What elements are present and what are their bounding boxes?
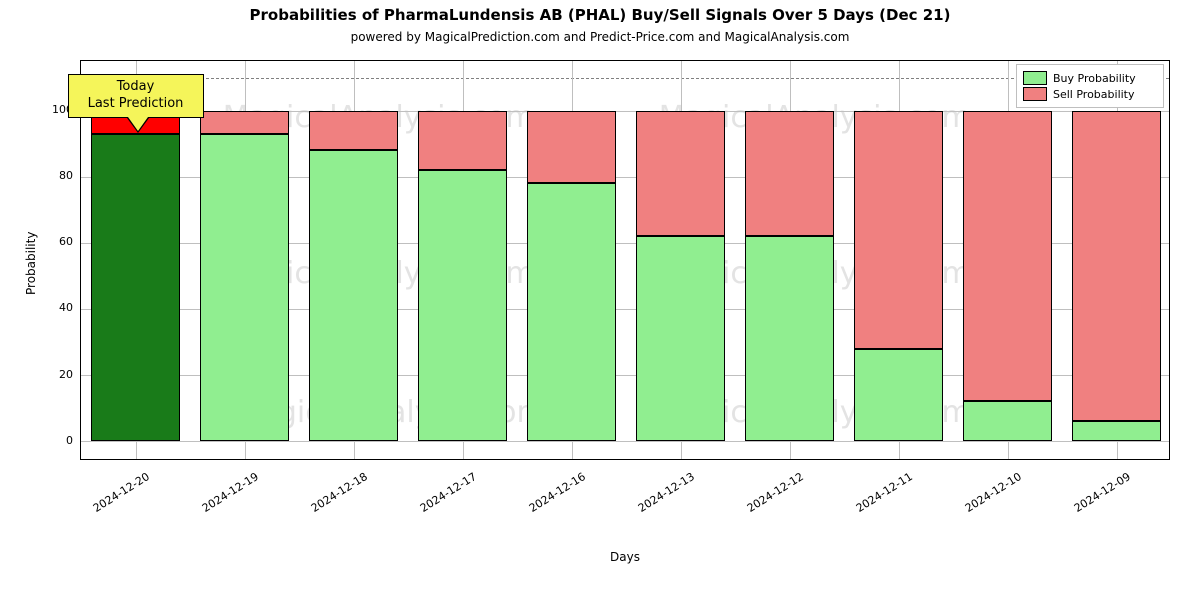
x-tick-label: 2024-12-13 xyxy=(617,470,696,526)
y-axis-label: Probability xyxy=(24,275,38,295)
x-tick-label: 2024-12-11 xyxy=(835,470,914,526)
y-tick-label: 80 xyxy=(35,169,73,182)
legend-swatch xyxy=(1023,71,1047,85)
bar-sell xyxy=(200,111,289,134)
chart-subtitle: powered by MagicalPrediction.com and Pre… xyxy=(0,30,1200,44)
bar-buy xyxy=(309,150,398,441)
bar-sell xyxy=(854,111,943,349)
x-axis-label: Days xyxy=(80,550,1170,564)
legend-label: Buy Probability xyxy=(1053,72,1136,85)
plot-area: MagicalAnalysis.comMagicalAnalysis.comMa… xyxy=(80,60,1170,460)
bar-sell xyxy=(1072,111,1161,422)
bar-sell xyxy=(963,111,1052,402)
bar-buy xyxy=(418,170,507,441)
x-tick-label: 2024-12-16 xyxy=(508,470,587,526)
bar-buy xyxy=(527,183,616,441)
bar-sell xyxy=(309,111,398,151)
chart-title: Probabilities of PharmaLundensis AB (PHA… xyxy=(0,6,1200,24)
chart-container: Probabilities of PharmaLundensis AB (PHA… xyxy=(0,0,1200,600)
bar-buy xyxy=(200,134,289,441)
bar-buy xyxy=(91,134,180,441)
x-tick-label: 2024-12-12 xyxy=(726,470,805,526)
y-tick-label: 40 xyxy=(35,301,73,314)
x-tick-label: 2024-12-09 xyxy=(1053,470,1132,526)
tooltip-line1: Today xyxy=(117,79,155,95)
y-tick-label: 60 xyxy=(35,235,73,248)
legend-label: Sell Probability xyxy=(1053,88,1135,101)
legend-swatch xyxy=(1023,87,1047,101)
x-tick-label: 2024-12-17 xyxy=(399,470,478,526)
y-tick-label: 0 xyxy=(35,434,73,447)
bar-buy xyxy=(745,236,834,441)
x-tick-label: 2024-12-20 xyxy=(72,470,151,526)
legend-item: Buy Probability xyxy=(1023,71,1157,85)
x-tick-label: 2024-12-19 xyxy=(181,470,260,526)
bar-buy xyxy=(854,349,943,442)
legend-item: Sell Probability xyxy=(1023,87,1157,101)
tooltip-line2: Last Prediction xyxy=(88,96,184,112)
y-tick-label: 20 xyxy=(35,368,73,381)
bar-sell xyxy=(527,111,616,184)
today-tooltip: TodayLast Prediction xyxy=(68,74,204,118)
legend: Buy Probability Sell Probability xyxy=(1016,64,1164,108)
bar-sell xyxy=(745,111,834,237)
bar-buy xyxy=(963,401,1052,441)
bar-sell xyxy=(418,111,507,171)
x-tick-label: 2024-12-18 xyxy=(290,470,369,526)
bar-buy xyxy=(1072,421,1161,441)
bar-buy xyxy=(636,236,725,441)
x-tick-label: 2024-12-10 xyxy=(944,470,1023,526)
bar-sell xyxy=(636,111,725,237)
